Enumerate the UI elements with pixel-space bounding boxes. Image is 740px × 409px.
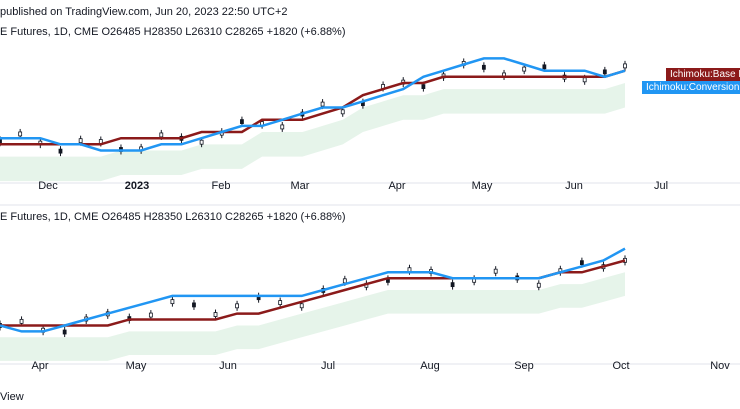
candle-body — [62, 329, 67, 335]
x-tick-label: Apr — [31, 360, 48, 372]
candle-body — [536, 282, 541, 288]
candle-body — [481, 64, 486, 70]
candle-body — [192, 302, 196, 308]
candle-body — [542, 64, 547, 70]
candle-body — [235, 303, 239, 309]
candle-body — [582, 77, 587, 83]
candle-body — [159, 132, 164, 138]
candle-body — [240, 119, 244, 125]
candle-body — [342, 278, 347, 284]
x-tick-label: May — [126, 360, 147, 372]
candle-body — [148, 312, 153, 318]
x-tick-label: Feb — [212, 180, 231, 192]
series-line-conversion — [0, 247, 626, 333]
candle-body — [493, 268, 498, 274]
candle-body — [602, 69, 607, 75]
x-tick-label: Oct — [612, 360, 629, 372]
candle-body — [340, 109, 345, 115]
x-tick-label: Jun — [565, 180, 583, 192]
candle-body — [213, 312, 218, 317]
series-line-base — [0, 69, 626, 146]
top-legend: E Futures, 1D, CME O26485 H28350 L26310 … — [0, 26, 346, 38]
x-tick-label: Aug — [420, 360, 440, 372]
footer-text: View — [0, 391, 24, 403]
x-tick-label: Jun — [219, 360, 237, 372]
candle-body — [78, 138, 83, 144]
ichimoku-cloud — [0, 272, 625, 361]
candle-body — [199, 139, 204, 145]
bottom-panel: Apr May Jun Jul Aug Sep Oct Nov — [0, 247, 730, 372]
bottom-legend: E Futures, 1D, CME O26485 H28350 L26310 … — [0, 211, 346, 223]
series-line-conversion — [0, 57, 626, 152]
x-tick-label: 2023 — [125, 180, 149, 192]
candle-body — [522, 66, 527, 72]
candle-body — [0, 138, 2, 144]
candle-body — [170, 299, 175, 305]
x-tick-label: Nov — [710, 360, 730, 372]
base-line-tag: Ichimoku:Base Li — [666, 68, 740, 81]
candle-body — [450, 282, 455, 288]
candle-body — [280, 124, 285, 130]
x-tick-label: Sep — [514, 360, 534, 372]
candle-body — [623, 63, 627, 69]
candle-body — [421, 84, 426, 89]
candle-body — [58, 148, 63, 154]
candle-body — [299, 303, 304, 309]
x-tick-label: Jul — [654, 180, 668, 192]
candle-body — [579, 260, 584, 266]
top-panel: Dec 2023 Feb Mar Apr May Jun Jul — [0, 57, 668, 192]
ichimoku-cloud — [0, 82, 625, 182]
candle-body — [278, 300, 283, 305]
x-tick-label: Dec — [38, 180, 58, 192]
candle-body — [320, 101, 325, 107]
x-tick-label: Jul — [321, 360, 335, 372]
candle-body — [18, 131, 23, 137]
publish-info: published on TradingView.com, Jun 20, 20… — [0, 6, 288, 18]
x-tick-label: Apr — [388, 180, 405, 192]
candle-body — [19, 318, 24, 324]
conversion-line-tag: Ichimoku:Conversion Li — [642, 81, 740, 94]
x-tick-label: May — [472, 180, 493, 192]
x-tick-label: Mar — [291, 180, 310, 192]
